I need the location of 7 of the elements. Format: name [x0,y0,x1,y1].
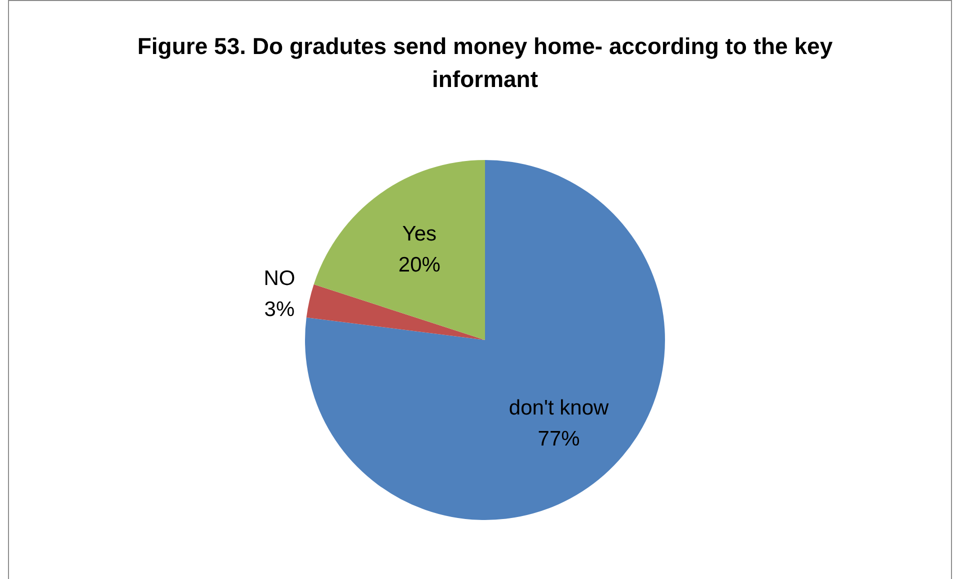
data-label: 20% [398,254,440,277]
data-label: 3% [264,298,295,321]
data-label: 77% [538,428,580,451]
chart-title: Figure 53. Do gradutes send money home- according to the key informant [136,32,834,94]
slice-label: NO [264,266,296,290]
slice-label: don't know [508,396,610,420]
slice-label: Yes [402,222,437,246]
